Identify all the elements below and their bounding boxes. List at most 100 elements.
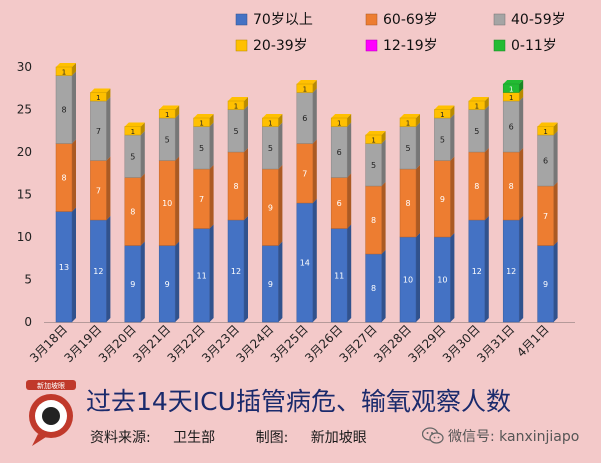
data-label: 8 [371, 216, 376, 225]
data-label: 12 [231, 267, 241, 276]
bar-segment-side [72, 139, 76, 212]
data-label: 5 [130, 152, 135, 161]
data-label: 11 [197, 271, 207, 280]
data-label: 1 [337, 119, 341, 127]
data-label: 12 [506, 267, 516, 276]
data-label: 7 [96, 127, 101, 136]
legend-swatch [365, 39, 378, 52]
logo-banner [26, 380, 76, 390]
bar-segment-side [381, 131, 386, 144]
bar-segment [227, 100, 245, 110]
bar-segment-side [381, 139, 386, 186]
bar-segment-side [347, 173, 352, 229]
legend-swatch [493, 13, 506, 26]
bar-segment-side [106, 156, 111, 220]
wechat-id: 微信号: kanxinjiapo [422, 426, 579, 446]
bar-segment-side [209, 165, 214, 229]
made-by: 制图: 新加坡眼 [256, 430, 385, 446]
bar-segment-side [140, 173, 145, 246]
data-label: 5 [165, 135, 170, 144]
bar-segment-top [124, 122, 145, 127]
bar-segment-side [381, 250, 386, 322]
data-label: 9 [165, 280, 170, 289]
legend-swatch [365, 13, 378, 26]
source-value: 卫生部 [173, 430, 216, 446]
bar-segment-side [519, 88, 524, 101]
data-label: 8 [371, 284, 376, 293]
data-label: 1 [234, 102, 238, 110]
source-row: 资料来源: 卫生部 制图: 新加坡眼 [90, 427, 403, 447]
data-label: 8 [405, 199, 410, 208]
bar-segment-side [484, 97, 489, 110]
data-label: 1 [165, 111, 169, 119]
bar-segment-side [312, 139, 317, 203]
legend-swatch [493, 39, 506, 52]
data-label: 5 [405, 144, 410, 153]
bar-segment-side [416, 114, 420, 127]
data-label: 1 [268, 119, 272, 127]
data-label: 1 [303, 85, 307, 93]
bar-segment-side [175, 241, 180, 322]
bar-segment-side [416, 233, 420, 322]
bar-segment-top [468, 97, 489, 101]
bar-segment-side [140, 131, 145, 178]
bar-segment-side [519, 148, 524, 220]
y-tick-label: 0 [24, 315, 32, 329]
bar-segment-side [278, 114, 283, 127]
bar-segment-side [416, 122, 420, 169]
bar-segment-side [416, 165, 420, 237]
bar-segment [434, 109, 451, 119]
bar-segment-side [381, 182, 386, 254]
data-label: 13 [59, 263, 69, 272]
y-tick-label: 20 [17, 145, 32, 159]
legend-label: 60-69岁 [383, 12, 438, 28]
bar-segment-side [484, 105, 489, 152]
y-tick-label: 25 [17, 103, 32, 117]
bar-segment-top [400, 114, 420, 118]
data-label: 1 [475, 102, 479, 110]
bar-segment-side [553, 122, 558, 135]
data-label: 1 [406, 119, 410, 127]
y-tick-label: 10 [17, 230, 32, 244]
bar-segment-side [278, 122, 283, 169]
data-label: 1 [509, 85, 513, 93]
bar-segment-side [519, 97, 524, 152]
data-label: 7 [199, 195, 204, 204]
bar-segment [124, 126, 142, 136]
data-label: 5 [268, 144, 273, 153]
bar-segment-side [175, 156, 180, 246]
y-tick-label: 5 [24, 273, 32, 287]
logo-tail [32, 434, 46, 446]
legend-label: 0-11岁 [511, 38, 557, 54]
bar-segment [193, 117, 210, 127]
data-label: 6 [302, 114, 307, 123]
bar-segment-side [450, 233, 455, 322]
legend-label: 20-39岁 [253, 38, 308, 54]
data-label: 7 [543, 212, 548, 221]
x-tick-label: 3月31日 [474, 322, 517, 365]
wechat-text: 微信号: kanxinjiapo [448, 429, 580, 445]
bar-segment-side [244, 97, 248, 110]
y-tick-label: 15 [17, 188, 32, 202]
legend-swatch [235, 39, 248, 52]
bar-segment-top [365, 131, 386, 135]
bar-segment-side [175, 105, 180, 118]
bar-segment-top [537, 122, 558, 127]
bar-segment-side [278, 241, 283, 322]
source-label-text: 资料来源: [90, 430, 151, 446]
data-label: 8 [130, 208, 135, 217]
bar-segment [296, 83, 314, 93]
bar-segment-side [484, 216, 489, 322]
data-label: 10 [437, 276, 447, 285]
data-label: 6 [543, 157, 548, 166]
data-label: 8 [61, 106, 66, 115]
logo-text: 新加坡眼 [37, 381, 65, 390]
bar-segment-side [450, 156, 455, 237]
x-tick-label: 4月1日 [514, 322, 552, 360]
bar-segment-top [262, 114, 283, 118]
bar-segment-side [106, 216, 111, 322]
data-label: 6 [509, 123, 514, 132]
data-label: 6 [337, 148, 342, 157]
bar-segment [399, 117, 417, 127]
